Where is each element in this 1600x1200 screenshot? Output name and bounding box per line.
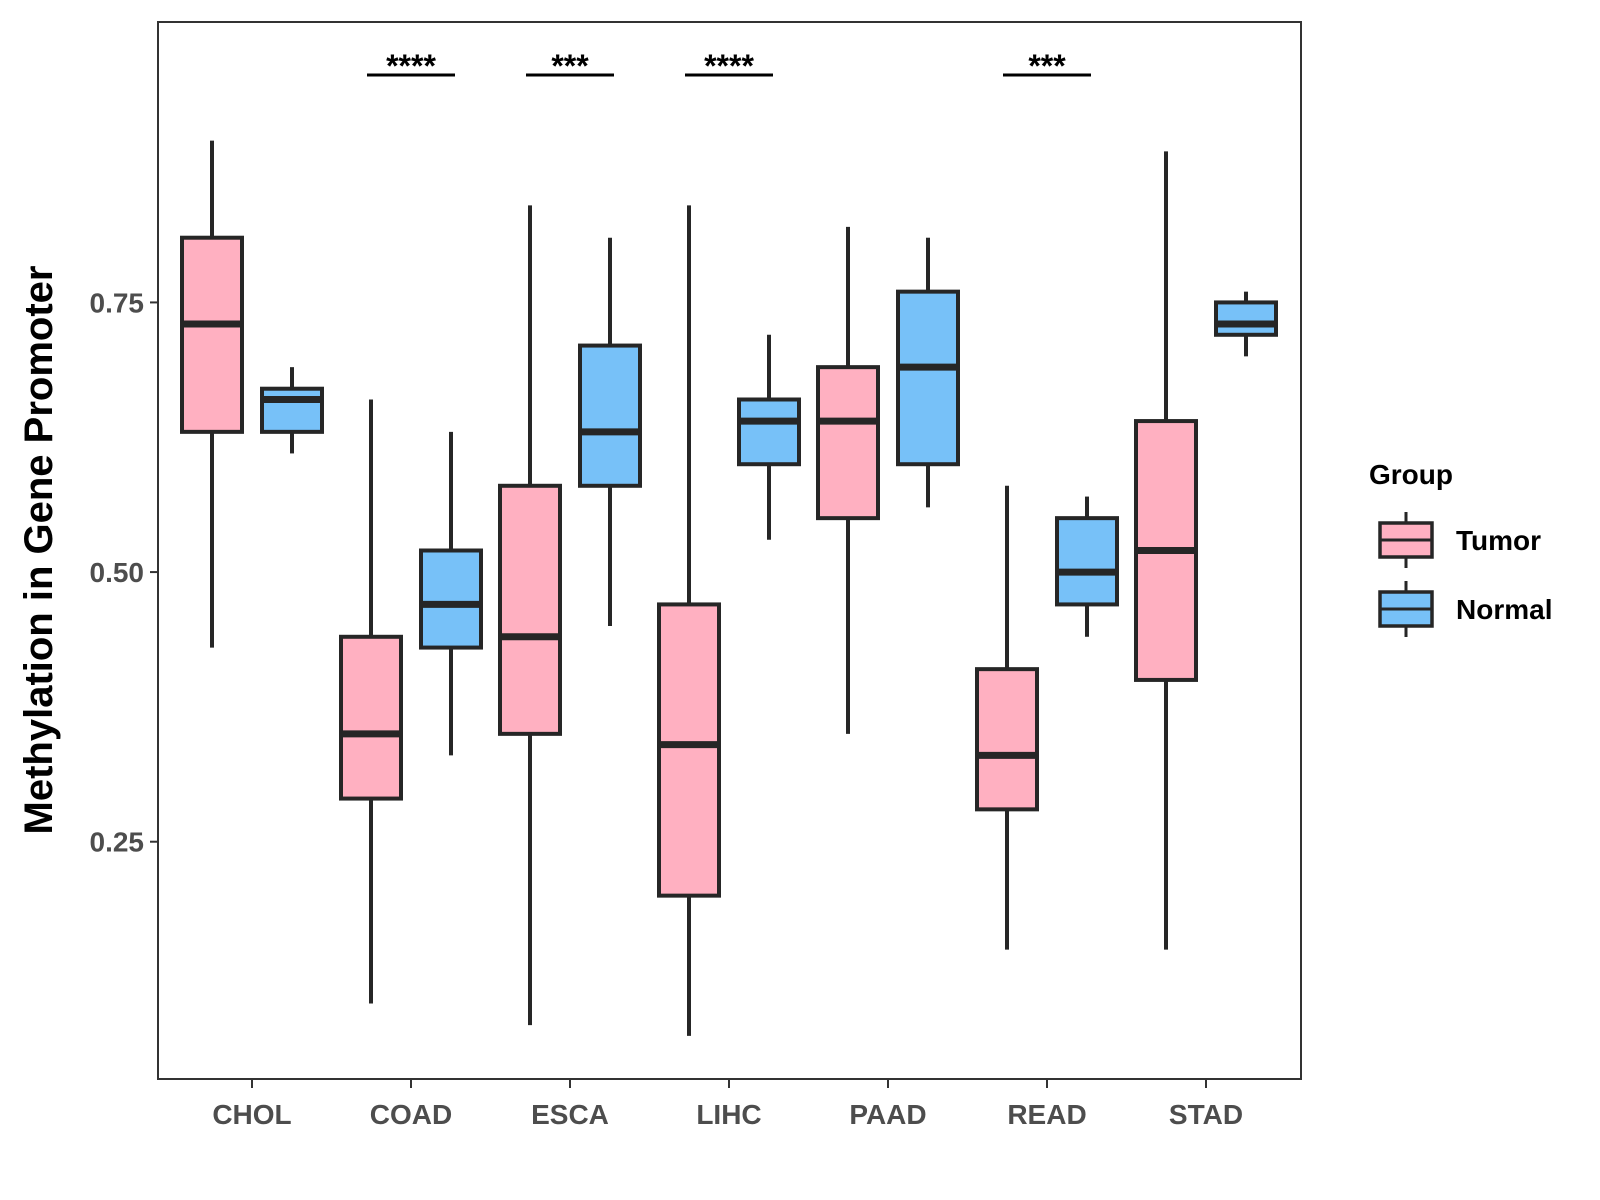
box-iqr <box>896 289 960 467</box>
box-iqr <box>1055 516 1119 607</box>
box-normal-lihc <box>737 334 801 540</box>
box-normal-esca <box>578 237 642 626</box>
box-iqr <box>578 343 642 488</box>
box-iqr <box>1214 300 1278 337</box>
box-normal-stad <box>1214 291 1278 357</box>
x-tick-label: COAD <box>370 1099 452 1130</box>
x-tick-label: ESCA <box>531 1099 609 1130</box>
box-iqr <box>180 235 244 434</box>
significance-read: *** <box>1003 48 1091 84</box>
box-normal-read <box>1055 496 1119 637</box>
legend-title: Group <box>1369 459 1453 490</box>
significance-label: *** <box>551 48 589 84</box>
significance-label: **** <box>386 48 436 84</box>
box-tumor-read <box>975 485 1039 950</box>
legend-item-normal: Normal <box>1378 581 1552 637</box>
significance-esca: *** <box>526 48 614 84</box>
x-tick-label: STAD <box>1169 1099 1243 1130</box>
x-tick-label: READ <box>1007 1099 1086 1130</box>
x-tick-label: PAAD <box>849 1099 926 1130</box>
box-normal-coad <box>419 431 483 756</box>
y-tick-label: 0.75 <box>90 287 145 318</box>
boxes-layer <box>180 140 1278 1036</box>
significance-lihc: **** <box>685 48 773 84</box>
box-iqr <box>498 483 562 736</box>
plot-panel <box>157 21 1302 1080</box>
x-tick-label: CHOL <box>212 1099 291 1130</box>
box-tumor-coad <box>339 399 403 1004</box>
significance-label: *** <box>1028 48 1066 84</box>
box-tumor-paad <box>816 226 880 734</box>
x-tick-label: LIHC <box>696 1099 761 1130</box>
legend: Group Tumor Normal <box>1369 459 1552 637</box>
significance-coad: **** <box>367 48 455 84</box>
y-tick-label: 0.50 <box>90 557 145 588</box>
y-tick-label: 0.25 <box>90 827 145 858</box>
box-iqr <box>816 365 880 521</box>
box-iqr <box>339 634 403 801</box>
legend-label: Tumor <box>1456 525 1541 556</box>
box-tumor-stad <box>1134 151 1198 950</box>
box-iqr <box>737 397 801 467</box>
legend-label: Normal <box>1456 594 1552 625</box>
box-iqr <box>419 548 483 650</box>
box-tumor-esca <box>498 205 562 1026</box>
legend-item-tumor: Tumor <box>1378 512 1541 568</box>
box-iqr <box>657 602 721 898</box>
y-axis-title: Methylation in Gene Promoter <box>17 266 61 835</box>
box-iqr <box>975 667 1039 812</box>
x-axis: CHOL COAD ESCA LIHC PAAD READ STAD <box>212 1079 1243 1130</box>
significance-layer: **** *** **** *** <box>367 48 1091 84</box>
significance-label: **** <box>704 48 754 84</box>
box-tumor-lihc <box>657 205 721 1036</box>
box-normal-chol <box>260 367 324 454</box>
y-axis: 0.25 0.50 0.75 <box>90 287 158 858</box>
box-tumor-chol <box>180 140 244 648</box>
box-iqr <box>260 386 324 434</box>
box-normal-paad <box>896 237 960 508</box>
